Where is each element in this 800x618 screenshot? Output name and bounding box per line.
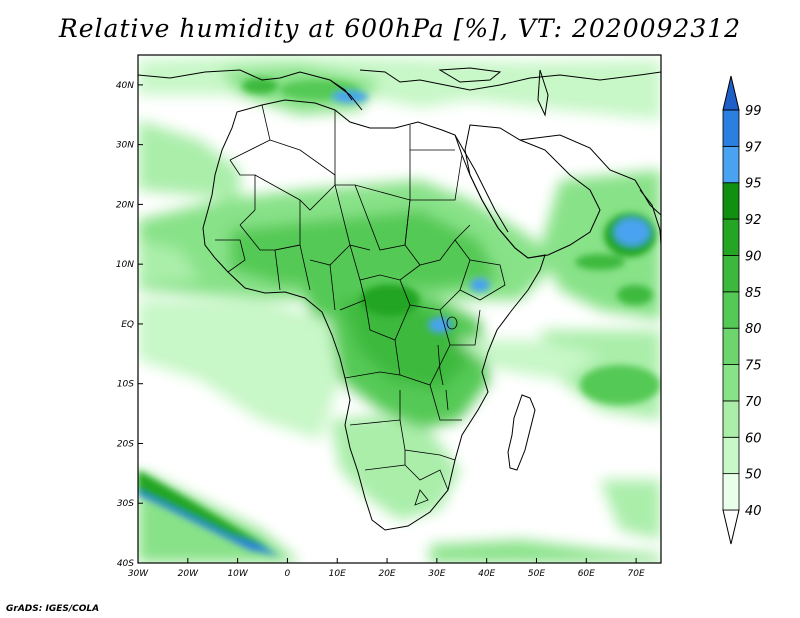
colorbar-label: 70 bbox=[745, 395, 762, 410]
map-frame bbox=[137, 54, 662, 564]
colorbar-swatch bbox=[722, 327, 740, 365]
lat-tick-label: 20S bbox=[117, 439, 134, 449]
lon-tick-label: 40E bbox=[478, 569, 495, 579]
colorbar-label: 85 bbox=[745, 286, 762, 301]
longitude-axis: 30W 20W 10W 0 10E 20E 30E 40E 50E 60E 70E bbox=[128, 558, 645, 579]
country-borders bbox=[215, 104, 506, 506]
lat-tick-label: 10N bbox=[116, 260, 134, 270]
humidity-field bbox=[138, 55, 661, 563]
colorbar-label: 92 bbox=[745, 213, 762, 228]
colorbar-swatch bbox=[722, 109, 740, 147]
lon-tick-label: 50E bbox=[528, 569, 545, 579]
colorbar: 40 50 60 70 75 80 85 90 92 95 97 99 bbox=[722, 75, 762, 545]
grads-credit: GrADS: IGES/COLA bbox=[6, 604, 100, 614]
latitude-axis: 40N 30N 20N 10N EQ 10S 20S 30S 40S bbox=[116, 81, 143, 569]
colorbar-label: 95 bbox=[745, 177, 762, 192]
colorbar-swatch bbox=[722, 145, 740, 184]
colorbar-label: 40 bbox=[745, 504, 762, 519]
colorbar-label: 99 bbox=[745, 104, 762, 119]
map-title: Relative humidity at 600hPa [%], VT: 202… bbox=[58, 14, 742, 43]
lakes bbox=[437, 316, 458, 411]
colorbar-swatch bbox=[722, 473, 740, 511]
lat-tick-label: EQ bbox=[121, 320, 134, 330]
colorbar-swatch bbox=[722, 182, 740, 220]
lon-tick-label: 30E bbox=[428, 569, 445, 579]
lon-tick-label: 60E bbox=[578, 569, 595, 579]
colorbar-label: 60 bbox=[745, 431, 762, 446]
lat-tick-label: 40N bbox=[116, 81, 134, 91]
lat-tick-label: 40S bbox=[117, 559, 134, 569]
lon-tick-label: 70E bbox=[628, 569, 645, 579]
lon-tick-label: 30W bbox=[128, 569, 149, 579]
colorbar-label: 97 bbox=[745, 140, 762, 155]
lon-tick-label: 20E bbox=[378, 569, 395, 579]
lon-tick-label: 10E bbox=[329, 569, 346, 579]
lat-tick-label: 10S bbox=[117, 380, 134, 390]
colorbar-upper-arrow bbox=[722, 75, 740, 111]
lat-tick-label: 20N bbox=[116, 200, 134, 210]
colorbar-swatch bbox=[722, 400, 740, 438]
colorbar-label: 90 bbox=[745, 249, 762, 264]
colorbar-swatch bbox=[722, 436, 740, 475]
colorbar-swatch bbox=[722, 255, 740, 293]
lat-tick-label: 30N bbox=[116, 141, 134, 151]
colorbar-swatch bbox=[722, 291, 740, 329]
lon-tick-label: 10W bbox=[227, 569, 248, 579]
colorbar-label: 75 bbox=[745, 359, 762, 374]
colorbar-swatch bbox=[722, 364, 740, 402]
lon-tick-label: 0 bbox=[285, 569, 291, 579]
colorbar-lower-arrow bbox=[722, 509, 740, 545]
lat-tick-label: 30S bbox=[117, 499, 134, 509]
lon-tick-label: 20W bbox=[178, 569, 199, 579]
colorbar-swatch bbox=[722, 218, 740, 256]
colorbar-label: 50 bbox=[745, 468, 762, 483]
colorbar-label: 80 bbox=[745, 322, 762, 337]
